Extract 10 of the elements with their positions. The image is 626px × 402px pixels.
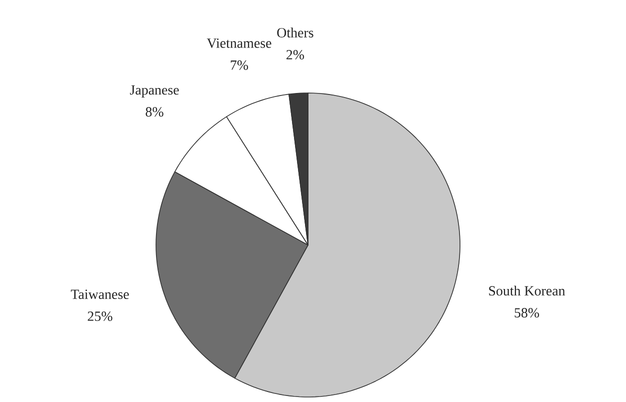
data-label: 58% <box>514 308 540 318</box>
slice-label: Japanese <box>130 85 179 98</box>
slice-label: Others <box>277 28 314 38</box>
data-label: 8% <box>146 107 164 117</box>
slice-label: Taiwanese <box>70 290 129 300</box>
data-label: 7% <box>230 60 248 70</box>
slice-label: Vietnamese <box>206 38 272 48</box>
data-label: 25% <box>88 312 112 321</box>
data-label: 2% <box>286 50 304 60</box>
slice-label: South Korean <box>489 286 566 296</box>
